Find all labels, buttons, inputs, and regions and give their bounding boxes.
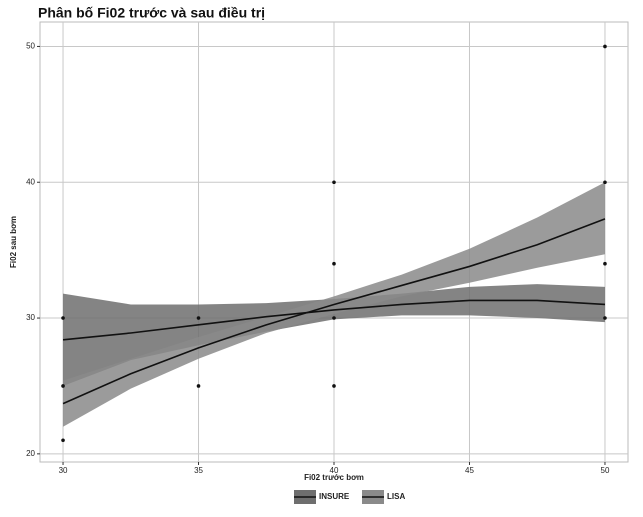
chart-title: Phân bố Fi02 trước và sau điều trị bbox=[38, 5, 265, 21]
smooth-line bbox=[62, 299, 606, 341]
x-tick-label: 50 bbox=[601, 466, 610, 475]
y-axis-title: Fi02 sau bơm bbox=[9, 216, 18, 268]
point bbox=[332, 180, 336, 185]
y-tick-label: 50 bbox=[26, 42, 35, 51]
point bbox=[61, 384, 65, 388]
y-tick-label: 20 bbox=[26, 449, 35, 458]
point bbox=[61, 316, 65, 320]
x-tick-label: 45 bbox=[465, 466, 474, 475]
point bbox=[332, 261, 336, 266]
confidence-band bbox=[63, 284, 605, 386]
y-tick-label: 30 bbox=[26, 313, 35, 322]
x-axis-title: Fi02 trước bơm bbox=[304, 473, 364, 482]
legend-label: LISA bbox=[387, 492, 405, 501]
point bbox=[603, 44, 607, 49]
point bbox=[61, 438, 65, 443]
point bbox=[603, 316, 607, 320]
point bbox=[332, 316, 336, 320]
x-tick-label: 30 bbox=[59, 466, 68, 475]
y-tick-label: 40 bbox=[26, 177, 35, 186]
smooth-line bbox=[62, 218, 606, 405]
point bbox=[196, 316, 201, 320]
point bbox=[332, 384, 336, 388]
legend-label: INSURE bbox=[319, 492, 350, 501]
x-tick-label: 35 bbox=[194, 466, 203, 475]
point bbox=[196, 384, 201, 388]
x-tick-label: 40 bbox=[330, 466, 339, 475]
point bbox=[603, 180, 607, 185]
point bbox=[603, 261, 607, 266]
